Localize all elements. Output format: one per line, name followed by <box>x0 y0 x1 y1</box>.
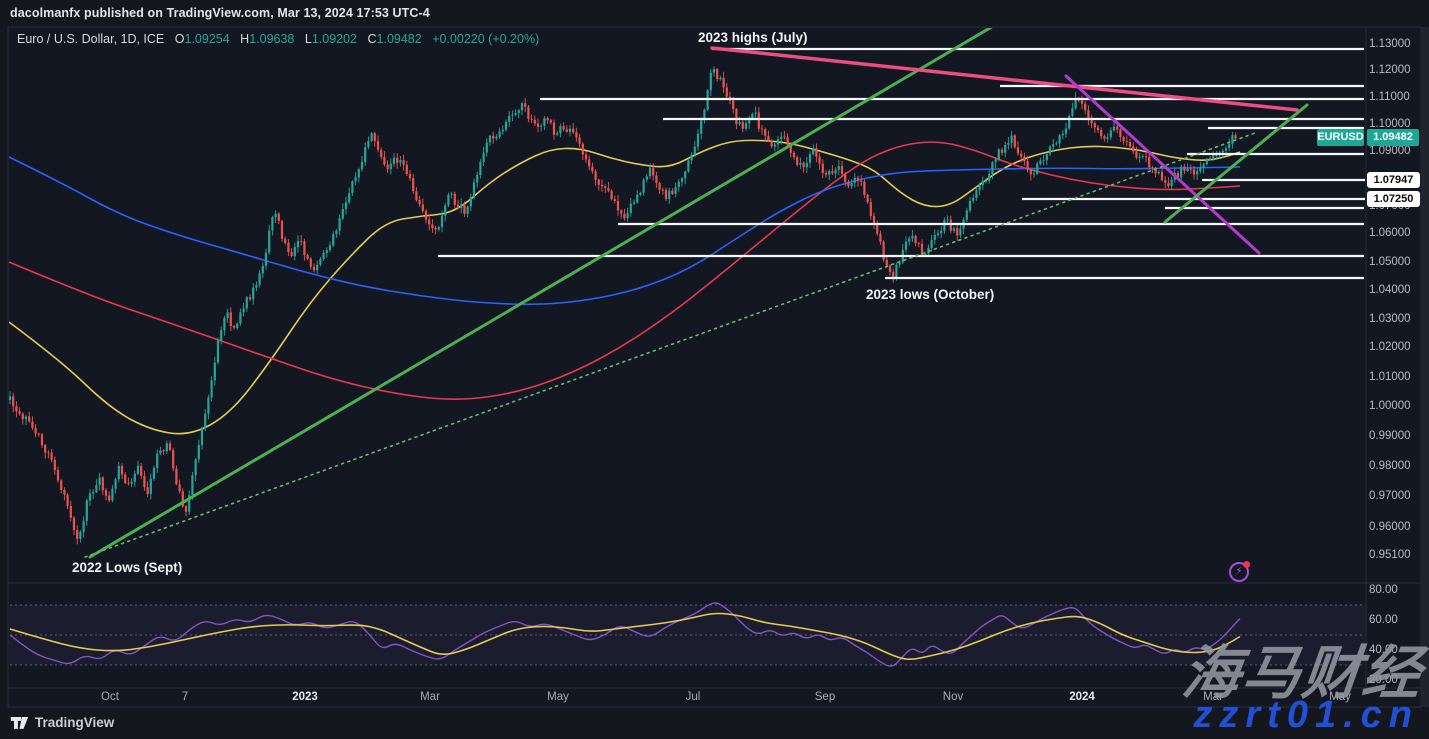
time-axis-label[interactable]: May <box>547 691 569 703</box>
price-axis-label[interactable]: 1.05000 <box>1369 255 1411 268</box>
time-axis-label[interactable]: Sep <box>814 691 836 703</box>
price-axis-label[interactable]: 1.03000 <box>1369 312 1411 325</box>
time-axis-label[interactable]: 2023 <box>292 691 318 703</box>
main-pane[interactable] <box>9 25 1367 559</box>
price-axis-label[interactable]: 1.09000 <box>1369 144 1411 157</box>
attribution-text: dacolmanfx published on TradingView.com,… <box>10 6 430 20</box>
ascending-dotted-trendline[interactable] <box>84 132 1256 558</box>
price-axis-label[interactable]: 1.11000 <box>1369 90 1410 103</box>
price-axis-label[interactable]: 1.04000 <box>1369 283 1411 296</box>
rsi-signal-line[interactable] <box>9 612 1241 660</box>
symbol-title: Euro / U.S. Dollar, 1D, ICE <box>17 32 165 46</box>
price-axis-label[interactable]: 0.95100 <box>1369 548 1411 561</box>
tradingview-logo[interactable]: TradingView <box>10 713 114 732</box>
rsi-axis-label[interactable]: 40.00 <box>1369 644 1398 656</box>
time-axis-label[interactable]: Nov <box>942 691 964 703</box>
ohlc-close-label: C <box>367 32 377 46</box>
rsi-axis-label[interactable]: 20.00 <box>1369 674 1398 686</box>
short-descending-trendline[interactable] <box>1064 74 1261 255</box>
chart-widget-frame <box>7 26 1422 708</box>
time-axis-label[interactable]: Jul <box>685 691 701 703</box>
time-axis-label[interactable]: Oct <box>101 691 119 703</box>
time-axis-label[interactable]: 7 <box>181 691 189 703</box>
notification-dot-icon <box>1243 561 1250 568</box>
last-price-badge: 1.09482 <box>1367 129 1419 147</box>
price-axis-label[interactable]: 0.99000 <box>1369 429 1411 442</box>
watermark-url: zzrt01.cn <box>1193 694 1419 736</box>
ma-mid-red[interactable] <box>9 141 1241 400</box>
rsi-axis-label[interactable]: 80.00 <box>1369 584 1398 596</box>
lightning-icon: ⚡ <box>1235 566 1243 577</box>
flash-signal-icon[interactable]: ⚡ <box>1229 561 1250 582</box>
time-axis-label[interactable]: Mar <box>420 691 440 703</box>
chart-annotation: 2022 Lows (Sept) <box>72 560 183 575</box>
long-term-ascending-trendline[interactable] <box>88 25 995 559</box>
descending-resistance-2023-high[interactable] <box>710 46 1299 112</box>
time-axis-label[interactable]: 2024 <box>1069 691 1095 703</box>
ohlc-open-label: O <box>174 32 185 46</box>
alert-price-badge[interactable]: 1.07947 <box>1367 171 1420 188</box>
price-axis-label[interactable]: 1.00000 <box>1369 400 1411 413</box>
ma-fast-yellow[interactable] <box>9 139 1241 435</box>
chart-annotation: 2023 lows (October) <box>866 287 995 302</box>
chart-annotation: 2023 highs (July) <box>698 30 808 45</box>
rsi-line[interactable] <box>9 602 1241 667</box>
price-axis-label[interactable]: 1.01000 <box>1369 370 1411 383</box>
price-axis-label[interactable]: 1.06000 <box>1369 227 1411 240</box>
ohlc-high-label: H <box>240 32 250 46</box>
time-axis-label[interactable]: May <box>1329 691 1351 703</box>
time-axis-label[interactable]: Mar <box>1203 691 1223 703</box>
tradingview-logo-icon <box>10 716 29 729</box>
price-axis-label[interactable]: 1.10000 <box>1369 117 1411 130</box>
price-axis-label[interactable]: 0.97000 <box>1369 490 1411 503</box>
ohlc-open-value: 1.09254 <box>184 32 230 46</box>
short-ascending-trendline[interactable] <box>1163 103 1309 224</box>
price-axis-label[interactable]: 1.12000 <box>1369 64 1411 77</box>
price-axis-label[interactable]: 1.02000 <box>1369 341 1411 354</box>
axis-edge-strip <box>1421 27 1429 707</box>
tradingview-logo-text: TradingView <box>35 715 115 730</box>
ohlc-close-value: 1.09482 <box>376 32 422 46</box>
price-axis-label[interactable]: 1.13000 <box>1369 38 1411 50</box>
last-price-symbol-badge: EURUSD <box>1317 129 1364 147</box>
ohlc-high-value: 1.09638 <box>249 32 295 46</box>
rsi-pane[interactable] <box>9 602 1365 667</box>
price-axis-label[interactable]: 0.98000 <box>1369 459 1411 472</box>
symbol-legend[interactable]: Euro / U.S. Dollar, 1D, ICE O1.09254 H1.… <box>17 32 539 46</box>
ohlc-low-label: L <box>304 32 312 46</box>
alert-price-badge[interactable]: 1.07250 <box>1367 190 1420 207</box>
ohlc-low-value: 1.09202 <box>311 32 358 46</box>
rsi-axis-label[interactable]: 60.00 <box>1369 614 1398 626</box>
price-axis-label[interactable]: 0.96000 <box>1369 521 1411 534</box>
change-value: +0.00220 (+0.20%) <box>432 32 540 46</box>
